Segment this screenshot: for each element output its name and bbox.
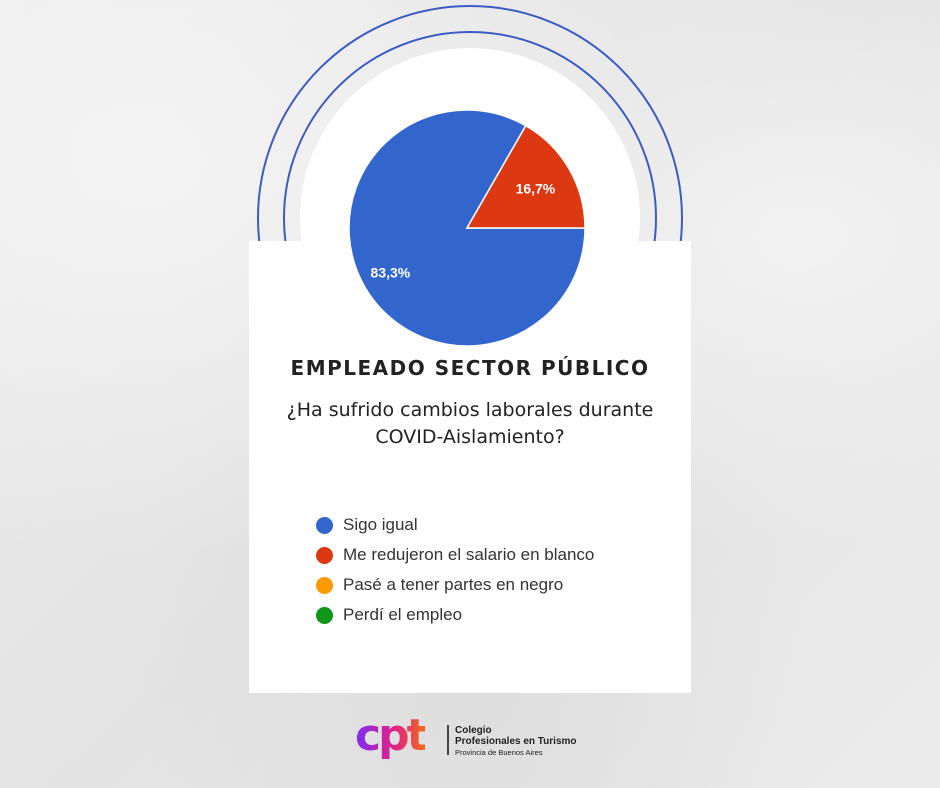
logo-separator bbox=[447, 725, 449, 755]
pie-slice-1 bbox=[465, 124, 586, 229]
legend-marker bbox=[316, 546, 333, 564]
legend-marker bbox=[316, 516, 333, 534]
pie-slice-0 bbox=[348, 109, 586, 347]
logo-text: Colegio Profesionales en Turismo Provinc… bbox=[455, 725, 577, 758]
chart-title: EMPLEADO SECTOR PÚBLICO bbox=[290, 356, 650, 380]
logo-mark: cpt bbox=[355, 710, 428, 761]
logo-line-2: Profesionales en Turismo bbox=[455, 736, 577, 747]
slice-label-0: 83,3% bbox=[371, 264, 411, 280]
chart-subtitle: ¿Ha sufrido cambios laborales durante CO… bbox=[249, 397, 691, 451]
legend-item: Me redujeron el salario en blanco bbox=[316, 540, 636, 570]
legend-item: Perdí el empleo bbox=[316, 600, 636, 630]
logo-line-3: Provincia de Buenos Aires bbox=[455, 748, 543, 757]
subtitle-line-2: COVID-Aislamiento? bbox=[375, 426, 565, 448]
chart-legend: Sigo igual Me redujeron el salario en bla… bbox=[316, 510, 636, 630]
legend-item: Sigo igual bbox=[316, 510, 636, 540]
legend-marker bbox=[316, 576, 333, 594]
legend-label: Pasé a tener partes en negro bbox=[343, 575, 564, 594]
subtitle-line-1: ¿Ha sufrido cambios laborales durante bbox=[286, 399, 654, 421]
legend-marker bbox=[316, 606, 333, 624]
legend-label: Perdí el empleo bbox=[343, 605, 463, 624]
legend-item: Pasé a tener partes en negro bbox=[316, 570, 636, 600]
legend-label: Me redujeron el salario en blanco bbox=[343, 545, 595, 564]
slice-label-1: 16,7% bbox=[516, 180, 556, 196]
logo: cpt Colegio Profesionales en Turismo Pro… bbox=[355, 711, 595, 767]
logo-line-1: Colegio bbox=[455, 725, 492, 736]
legend-label: Sigo igual bbox=[343, 515, 418, 534]
